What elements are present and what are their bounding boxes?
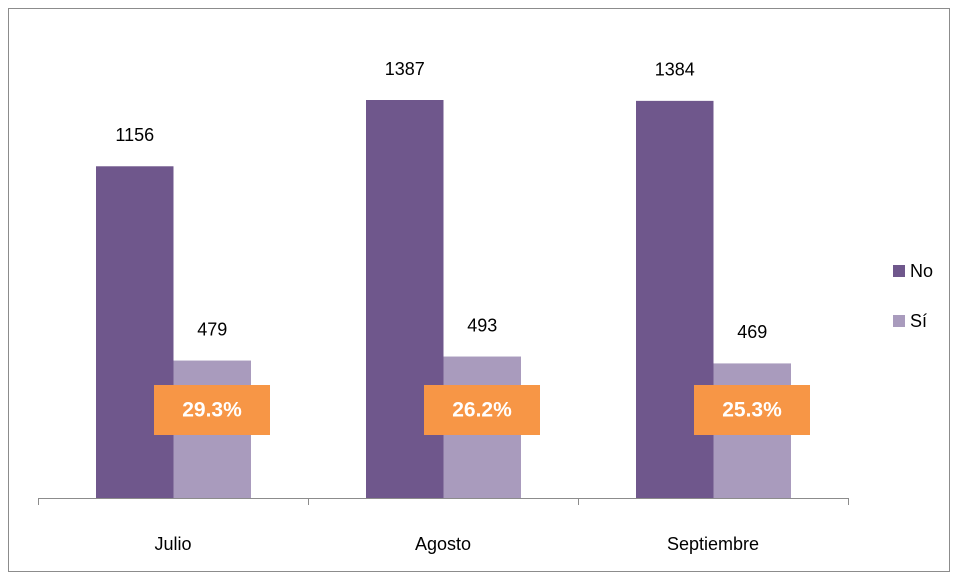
- annotation-box: [154, 385, 270, 435]
- data-label: 1384: [655, 60, 695, 80]
- data-label: 1387: [385, 59, 425, 79]
- annotation-box: [424, 385, 540, 435]
- x-tick-label: Julio: [154, 534, 191, 554]
- legend-swatch: [893, 315, 905, 327]
- legend-label: No: [910, 261, 933, 281]
- data-label: 1156: [115, 125, 154, 145]
- legend-swatch: [893, 265, 905, 277]
- annotation: 29.3%: [182, 399, 242, 422]
- annotation: 25.3%: [722, 399, 782, 422]
- annotation-box: [694, 385, 810, 435]
- data-label: 493: [467, 315, 497, 335]
- x-tick-label: Septiembre: [667, 534, 759, 554]
- x-tick-label: Agosto: [415, 534, 471, 554]
- legend-label: Sí: [910, 311, 927, 331]
- bar: [96, 166, 174, 498]
- bar: [366, 100, 444, 498]
- annotation: 26.2%: [452, 399, 512, 422]
- data-label: 479: [197, 319, 227, 339]
- data-label: 469: [737, 322, 767, 342]
- bar: [636, 100, 714, 499]
